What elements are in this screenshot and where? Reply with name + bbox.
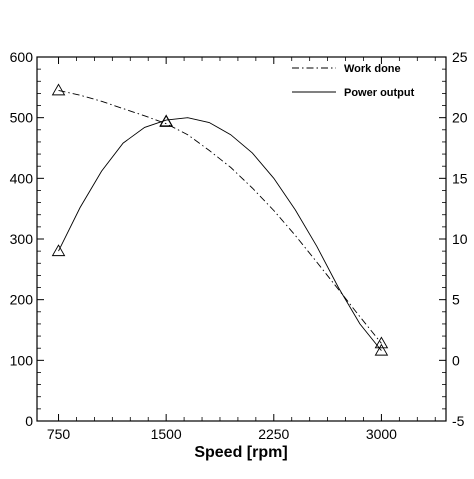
y-right-tick-label: 15 <box>452 170 468 186</box>
y-right-tick-label: -5 <box>452 413 465 429</box>
x-tick-label: 750 <box>47 426 71 442</box>
legend-label-1: Work done <box>344 63 401 75</box>
y-left-tick-label: 500 <box>10 110 34 126</box>
series-layer <box>51 83 389 356</box>
legend-label-2: Power output <box>344 87 415 99</box>
x-tick-label: 3000 <box>366 426 397 442</box>
y-left-tick-label: 600 <box>10 49 34 65</box>
y-left-tick-label: 400 <box>10 170 34 186</box>
series-1-marker <box>374 336 389 349</box>
legend: Work done Power output <box>292 63 415 99</box>
series-1-marker <box>51 83 66 96</box>
x-axis-label: Speed [rpm] <box>194 444 287 461</box>
series-2-marker <box>51 244 66 257</box>
y-left-tick-label: 100 <box>10 352 34 368</box>
series-2-marker <box>159 114 173 127</box>
plot-frame <box>36 56 447 422</box>
y-left-tick-label: 300 <box>10 231 34 247</box>
y-right-tick-label: 20 <box>452 110 468 126</box>
y-left-tick-label: 0 <box>25 413 33 429</box>
series-line-1 <box>58 89 382 344</box>
axis-ticks: 750 1500 2250 3000 0 100 200 300 400 500 600 -5 0 5 10… <box>10 49 468 442</box>
series-2-marker <box>374 343 389 356</box>
y-right-tick-label: 0 <box>452 352 460 368</box>
x-tick-label: 1500 <box>151 426 182 442</box>
y-right-tick-label: 10 <box>452 231 468 247</box>
y-right-tick-label: 5 <box>452 292 460 308</box>
series-line-2 <box>58 117 382 351</box>
x-tick-label: 2250 <box>258 426 289 442</box>
y-left-tick-label: 200 <box>10 292 34 308</box>
y-right-tick-label: 25 <box>452 49 468 65</box>
